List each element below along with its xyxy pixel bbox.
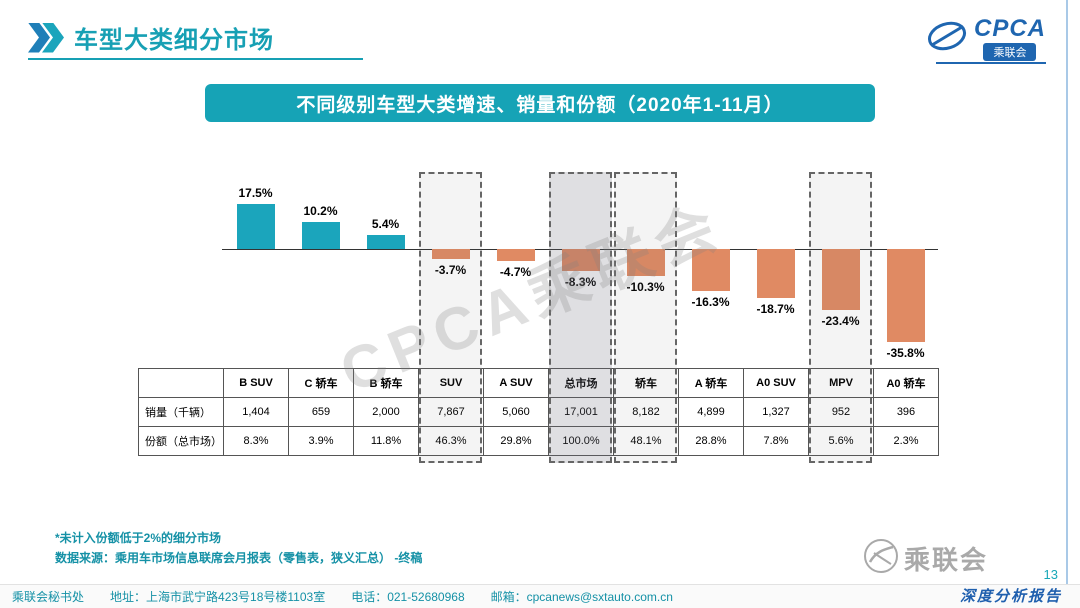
chevron-right-icon xyxy=(42,22,64,53)
bar-A0 轿车 xyxy=(886,249,925,343)
bar-总市场 xyxy=(561,249,600,271)
bar-value-label: -16.3% xyxy=(691,295,730,310)
footnotes: *未计入份额低于2%的细分市场 数据来源：乘用车市场信息联席会月报表（零售表，狭… xyxy=(55,528,422,568)
table-header-cell: SUV xyxy=(418,368,484,398)
logo-underline xyxy=(936,62,1046,64)
data-table: B SUV C 轿车 B 轿车 SUV A SUV 总市场 轿车 A 轿车 A0 SUV MPV A… xyxy=(138,368,939,456)
table-cell: 28.8% xyxy=(678,426,744,456)
footer-email: 邮箱：cpcanews@sxtauto.com.cn xyxy=(490,590,673,604)
chart-banner-title: 不同级别车型大类增速、销量和份额（2020年1-11月） xyxy=(205,84,875,122)
bar-value-label: -8.3% xyxy=(564,274,597,289)
bar-B 轿车 xyxy=(366,234,405,249)
table-cell: 8.3% xyxy=(223,426,289,456)
table-row: 销量（千辆） 1,404 659 2,000 7,867 5,060 17,001 8,182… xyxy=(138,397,939,427)
table-header-cell: B SUV xyxy=(223,368,289,398)
cpca-logo: CPCA 乘联会 xyxy=(926,16,1046,61)
report-series-label: 深度分析报告 xyxy=(959,589,1062,605)
table-cell: 3.9% xyxy=(288,426,354,456)
table-header-cell: A 轿车 xyxy=(678,368,744,398)
footer-org: 乘联会秘书处 xyxy=(12,590,85,604)
association-gray-logo: 乘联会 xyxy=(862,537,988,580)
table-cell: 4,899 xyxy=(678,397,744,427)
table-cell: 100.0% xyxy=(548,426,614,456)
table-header-cell: 总市场 xyxy=(548,368,614,398)
table-cell: 5.6% xyxy=(808,426,874,456)
footer-address: 地址：上海市武宁路423号18号楼1103室 xyxy=(110,590,326,604)
bar-value-label: -23.4% xyxy=(821,313,860,328)
bar-value-label: -35.8% xyxy=(886,346,925,361)
right-edge-line xyxy=(1066,0,1068,608)
bar-MPV xyxy=(821,249,860,310)
page-title: 车型大类细分市场 xyxy=(74,27,274,54)
cpca-emblem-icon xyxy=(926,16,968,61)
cpca-wordmark: CPCA xyxy=(973,14,1046,42)
bar-chart: B SUV C 轿车 B 轿车 SUV A SUV 总市场 轿车 A 轿车 A0 SUV MPV A… xyxy=(138,160,939,470)
table-row: 份额（总市场） 8.3% 3.9% 11.8% 46.3% 29.8% 100.0% 48.1… xyxy=(138,426,939,456)
bar-A SUV xyxy=(496,249,535,262)
bar-value-label: -3.7% xyxy=(434,262,467,277)
footnote-line: 数据来源：乘用车市场信息联席会月报表（零售表，狭义汇总） -终稿 xyxy=(55,551,423,565)
table-cell: 952 xyxy=(808,397,874,427)
table-corner-cell xyxy=(138,368,224,398)
table-header-cell: A0 SUV xyxy=(743,368,809,398)
bar-轿车 xyxy=(626,249,665,276)
slide-header: 车型大类细分市场 xyxy=(28,20,274,55)
table-cell: 29.8% xyxy=(483,426,549,456)
table-cell: 2.3% xyxy=(873,426,939,456)
table-cell: 5,060 xyxy=(483,397,549,427)
table-cell: 46.3% xyxy=(418,426,484,456)
table-header-cell: C 轿车 xyxy=(288,368,354,398)
table-cell: 8,182 xyxy=(613,397,679,427)
table-cell: 17,001 xyxy=(548,397,614,427)
bar-value-label: -4.7% xyxy=(499,265,532,280)
bar-B SUV xyxy=(236,203,275,249)
table-cell: 396 xyxy=(873,397,939,427)
bar-SUV xyxy=(431,249,470,259)
table-cell: 1,404 xyxy=(223,397,289,427)
footer-bar: 乘联会秘书处 地址：上海市武宁路423号18号楼1103室 电话：021-526… xyxy=(0,584,1080,608)
table-cell: 7,867 xyxy=(418,397,484,427)
association-emblem-icon xyxy=(862,537,900,580)
table-cell: 7.8% xyxy=(743,426,809,456)
bar-A 轿车 xyxy=(691,249,730,292)
bar-value-label: -10.3% xyxy=(626,279,665,294)
page-number: 13 xyxy=(1043,567,1058,582)
table-cell: 48.1% xyxy=(613,426,679,456)
table-header-cell: A0 轿车 xyxy=(873,368,939,398)
table-header-cell: B 轿车 xyxy=(353,368,419,398)
cpca-subtitle: 乘联会 xyxy=(983,42,1037,61)
table-cell: 2,000 xyxy=(353,397,419,427)
table-row-label: 份额（总市场） xyxy=(138,426,224,456)
table-header-cell: 轿车 xyxy=(613,368,679,398)
bar-value-label: -18.7% xyxy=(756,301,795,316)
table-cell: 1,327 xyxy=(743,397,809,427)
table-cell: 11.8% xyxy=(353,426,419,456)
table-header-cell: A SUV xyxy=(483,368,549,398)
table-row-label: 销量（千辆） xyxy=(138,397,224,427)
table-header-cell: MPV xyxy=(808,368,874,398)
footnote-line: *未计入份额低于2%的细分市场 xyxy=(55,531,222,545)
table-cell: 659 xyxy=(288,397,354,427)
chevron-right-icon xyxy=(28,22,50,53)
bar-A0 SUV xyxy=(756,249,795,298)
bar-value-label: 17.5% xyxy=(238,185,273,200)
bar-value-label: 5.4% xyxy=(371,216,400,231)
title-underline xyxy=(28,58,363,60)
footer-phone: 电话：021-52680968 xyxy=(351,590,465,604)
bar-C 轿车 xyxy=(301,222,340,249)
cpca-logo-text: CPCA 乘联会 xyxy=(973,14,1046,61)
association-logo-text: 乘联会 xyxy=(903,545,988,575)
bar-value-label: 10.2% xyxy=(303,204,338,219)
